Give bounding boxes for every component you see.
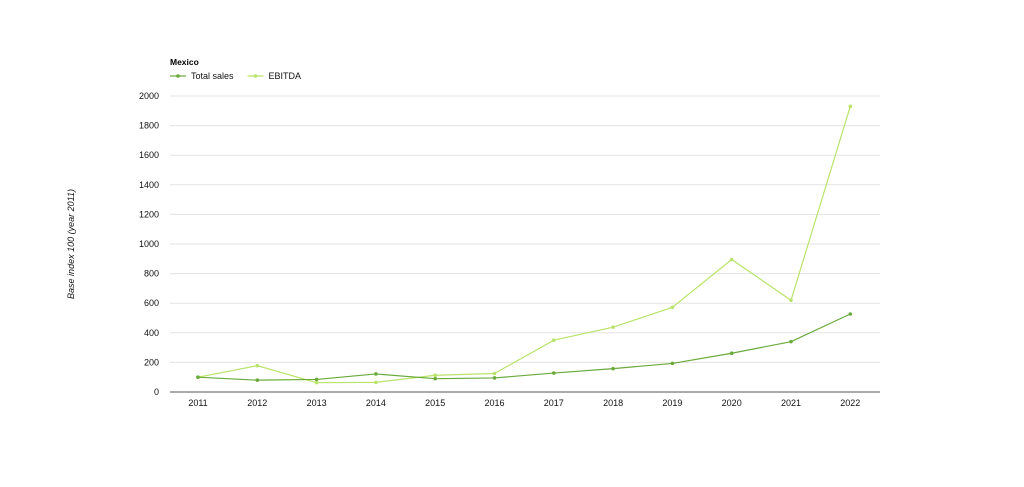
data-point xyxy=(729,351,734,356)
data-point xyxy=(314,380,319,385)
legend: Total sales EBITDA xyxy=(170,71,301,81)
x-tick-label: 2019 xyxy=(662,398,682,408)
y-tick-label: 1200 xyxy=(139,209,159,219)
series-total-sales xyxy=(196,312,853,382)
data-point xyxy=(789,298,793,303)
x-tick-label: 2015 xyxy=(425,398,445,408)
data-point xyxy=(374,372,378,376)
x-tick-label: 2014 xyxy=(366,398,386,408)
y-tick-label: 1600 xyxy=(139,150,159,160)
data-point xyxy=(670,361,675,366)
y-axis-ticks: 0 200 400 600 800 1000 1200 1400 1600 1800 2000 xyxy=(139,91,159,397)
series-line xyxy=(197,313,851,381)
x-tick-label: 2021 xyxy=(781,398,801,408)
data-point xyxy=(374,380,378,385)
legend-label: EBITDA xyxy=(269,71,302,81)
data-point xyxy=(729,257,734,262)
y-tick-label: 1800 xyxy=(139,121,159,131)
legend-marker xyxy=(176,74,180,78)
x-tick-label: 2013 xyxy=(307,398,327,408)
data-point xyxy=(314,377,319,382)
series-line xyxy=(197,106,851,384)
series-group xyxy=(196,104,853,385)
x-tick-label: 2011 xyxy=(188,398,207,408)
data-point xyxy=(789,339,793,344)
y-tick-label: 1000 xyxy=(139,239,159,249)
data-point xyxy=(611,325,615,329)
data-point xyxy=(670,305,675,310)
legend-label: Total sales xyxy=(191,71,234,81)
data-point xyxy=(848,104,853,109)
y-tick-label: 0 xyxy=(154,387,159,397)
data-point xyxy=(196,375,200,380)
series-ebitda xyxy=(196,104,853,385)
data-point xyxy=(255,363,260,368)
x-tick-label: 2020 xyxy=(722,398,742,408)
x-tick-label: 2016 xyxy=(484,398,504,408)
x-tick-label: 2012 xyxy=(247,398,267,408)
data-point xyxy=(552,371,556,375)
data-point xyxy=(433,376,438,381)
x-tick-label: 2022 xyxy=(840,398,860,408)
y-tick-label: 800 xyxy=(144,269,159,279)
y-tick-label: 600 xyxy=(144,298,159,308)
chart-title: Mexico xyxy=(170,57,199,67)
y-tick-label: 2000 xyxy=(139,91,159,101)
data-point xyxy=(433,373,438,378)
x-tick-label: 2017 xyxy=(544,398,564,408)
legend-item: Total sales xyxy=(170,71,234,81)
x-tick-label: 2018 xyxy=(603,398,623,408)
data-point xyxy=(552,338,556,343)
y-axis-label: Base index 100 (year 2011) xyxy=(66,189,76,299)
data-point xyxy=(611,366,615,371)
data-point xyxy=(492,376,497,380)
gridlines xyxy=(170,95,880,393)
data-point xyxy=(492,371,497,376)
y-tick-label: 200 xyxy=(144,357,159,367)
legend-item: EBITDA xyxy=(247,71,302,81)
y-tick-label: 1400 xyxy=(139,180,159,190)
data-point xyxy=(848,312,853,316)
data-point xyxy=(255,378,260,382)
legend-marker xyxy=(253,74,258,78)
x-axis-ticks: 2011 2012 2013 2014 2015 2016 2017 2018 2019 2020… xyxy=(188,398,860,408)
y-tick-label: 400 xyxy=(144,328,159,338)
